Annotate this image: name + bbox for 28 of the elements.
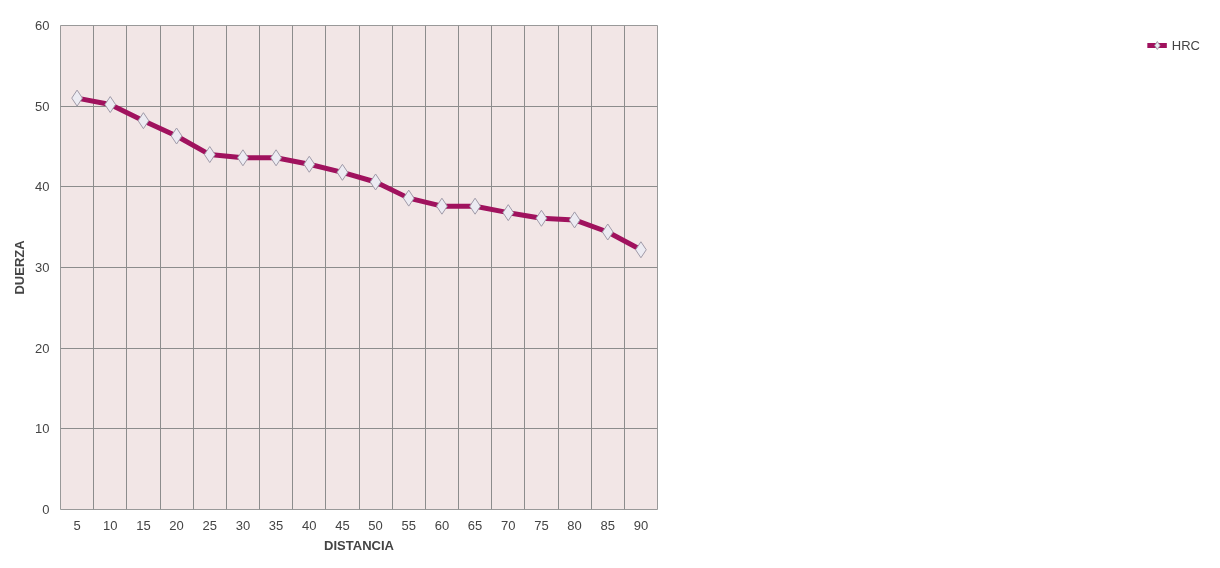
x-tick-label: 80 (567, 517, 582, 533)
x-tick-label: 60 (434, 517, 450, 533)
x-tick-label: 20 (169, 517, 184, 533)
x-tick-label: 70 (501, 517, 516, 533)
x-tick-label: 35 (268, 517, 284, 533)
y-axis-title: DUERZA (12, 239, 28, 295)
x-tick-label: 25 (202, 517, 217, 533)
x-tick-label: 30 (235, 517, 251, 533)
x-tick-label: 75 (534, 517, 549, 533)
legend-label: HRC (1171, 37, 1200, 53)
y-tick-label: 40 (35, 179, 50, 195)
x-tick-label: 45 (335, 517, 350, 533)
y-tick-label: 50 (35, 98, 50, 114)
x-tick-label: 55 (401, 517, 416, 533)
x-tick-label: 5 (73, 517, 81, 533)
y-tick-label: 20 (35, 340, 50, 356)
x-tick-label: 50 (368, 517, 383, 533)
x-tick-label: 15 (136, 517, 151, 533)
y-tick-label: 10 (35, 421, 50, 437)
x-tick-label: 65 (467, 517, 483, 533)
y-tick-label: 30 (35, 260, 50, 275)
x-tick-label: 90 (633, 517, 649, 533)
x-tick-label: 10 (103, 517, 118, 533)
y-tick-label: 0 (42, 502, 50, 517)
x-tick-label: 40 (302, 517, 317, 533)
x-tick-label: 85 (600, 517, 615, 533)
y-tick-label: 60 (35, 18, 50, 33)
x-axis-title: DISTANCIA (324, 537, 395, 553)
